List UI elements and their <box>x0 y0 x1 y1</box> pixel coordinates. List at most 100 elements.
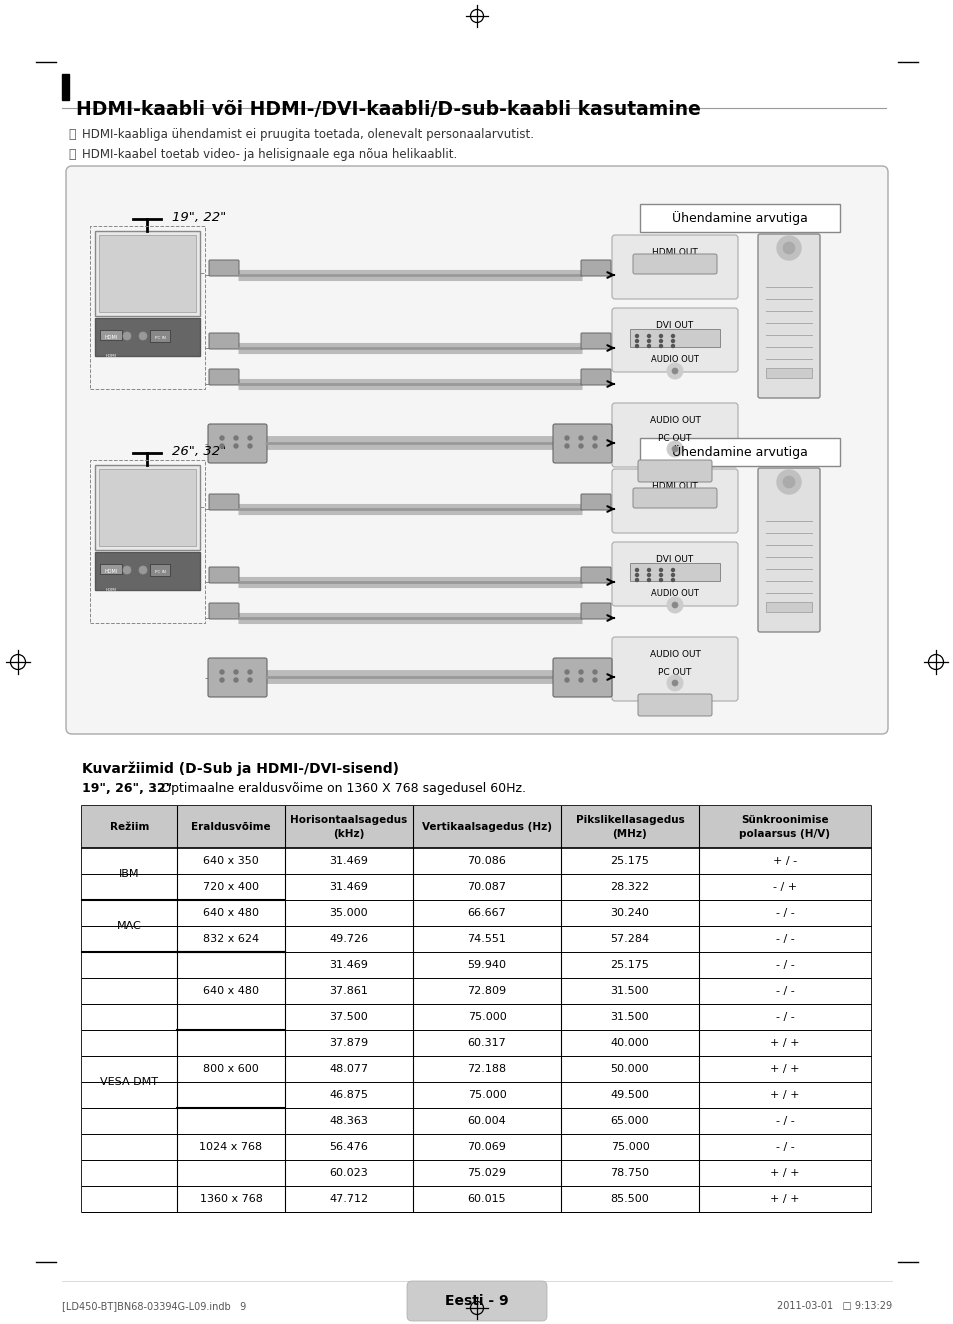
Circle shape <box>635 573 638 576</box>
Circle shape <box>635 335 638 338</box>
Text: AUDIO OUT: AUDIO OUT <box>649 416 700 425</box>
Bar <box>150 564 170 576</box>
Text: AUDIO OUT: AUDIO OUT <box>650 589 699 598</box>
Text: 28.322: 28.322 <box>610 882 649 892</box>
Bar <box>150 330 170 342</box>
Text: PC OUT: PC OUT <box>659 698 690 707</box>
Circle shape <box>233 678 237 682</box>
Text: 25.175: 25.175 <box>610 857 649 866</box>
Circle shape <box>671 573 674 576</box>
Circle shape <box>248 678 252 682</box>
Circle shape <box>564 436 568 440</box>
FancyBboxPatch shape <box>580 260 610 275</box>
Text: 640 x 480: 640 x 480 <box>203 908 258 918</box>
Text: 72.188: 72.188 <box>467 1064 506 1074</box>
Text: Režiim: Režiim <box>110 822 149 831</box>
Text: 65.000: 65.000 <box>610 1116 649 1125</box>
FancyBboxPatch shape <box>209 369 239 385</box>
Bar <box>82 925 870 952</box>
Circle shape <box>635 344 638 347</box>
Circle shape <box>671 344 674 347</box>
Bar <box>82 806 870 1211</box>
Circle shape <box>659 339 661 343</box>
Circle shape <box>671 568 674 572</box>
FancyBboxPatch shape <box>66 166 887 733</box>
Circle shape <box>593 670 597 674</box>
Text: PC IN: PC IN <box>154 336 165 340</box>
Text: 60.015: 60.015 <box>467 1194 506 1204</box>
Text: 40.000: 40.000 <box>610 1038 649 1049</box>
Text: + / +: + / + <box>769 1064 799 1074</box>
Bar <box>629 328 720 347</box>
Text: 75.000: 75.000 <box>467 1012 506 1022</box>
Circle shape <box>659 573 661 576</box>
FancyBboxPatch shape <box>209 260 239 275</box>
Circle shape <box>671 368 678 373</box>
Circle shape <box>564 670 568 674</box>
Circle shape <box>671 681 678 686</box>
FancyBboxPatch shape <box>612 542 738 606</box>
Text: ⒈: ⒈ <box>68 128 75 140</box>
FancyBboxPatch shape <box>208 658 267 696</box>
Text: HDMI-kaabliga ühendamist ei pruugita toetada, olenevalt personaalarvutist.: HDMI-kaabliga ühendamist ei pruugita toe… <box>82 128 534 140</box>
FancyBboxPatch shape <box>580 369 610 385</box>
Text: HDMI OUT: HDMI OUT <box>652 482 698 491</box>
Circle shape <box>776 470 801 494</box>
Bar <box>639 204 840 232</box>
Text: 75.029: 75.029 <box>467 1168 506 1178</box>
Text: 56.476: 56.476 <box>329 1143 368 1152</box>
Text: HDMI-kaabel toetab video- ja helisignaale ega nõua helikaablit.: HDMI-kaabel toetab video- ja helisignaal… <box>82 148 456 162</box>
Circle shape <box>782 242 794 254</box>
Text: 66.667: 66.667 <box>467 908 506 918</box>
Bar <box>95 318 200 356</box>
FancyBboxPatch shape <box>633 254 717 274</box>
Text: 59.940: 59.940 <box>467 960 506 970</box>
Text: 640 x 350: 640 x 350 <box>203 857 258 866</box>
Text: 31.500: 31.500 <box>610 986 649 996</box>
Text: PC IN: PC IN <box>154 571 165 575</box>
Text: Vertikaalsagedus (Hz): Vertikaalsagedus (Hz) <box>421 822 552 831</box>
Circle shape <box>671 339 674 343</box>
Circle shape <box>593 444 597 448</box>
FancyBboxPatch shape <box>209 602 239 620</box>
FancyBboxPatch shape <box>553 658 612 696</box>
Circle shape <box>593 436 597 440</box>
Bar <box>82 900 870 925</box>
Bar <box>765 602 811 612</box>
FancyBboxPatch shape <box>580 567 610 583</box>
Circle shape <box>248 436 252 440</box>
Text: + / +: + / + <box>769 1038 799 1049</box>
Circle shape <box>233 444 237 448</box>
Text: VESA DMT: VESA DMT <box>100 1076 158 1087</box>
Text: + / +: + / + <box>769 1090 799 1100</box>
Text: Ühendamine arvutiga: Ühendamine arvutiga <box>671 445 807 459</box>
Text: 57.284: 57.284 <box>610 933 649 944</box>
Text: MAC: MAC <box>117 922 142 931</box>
Text: + / -: + / - <box>772 857 796 866</box>
Bar <box>82 1082 870 1108</box>
FancyBboxPatch shape <box>633 489 717 508</box>
Text: 49.726: 49.726 <box>329 933 368 944</box>
Text: Eraldusvõime: Eraldusvõime <box>191 822 271 831</box>
Bar <box>95 552 200 591</box>
Text: 70.087: 70.087 <box>467 882 506 892</box>
Text: 49.500: 49.500 <box>610 1090 649 1100</box>
FancyBboxPatch shape <box>580 334 610 350</box>
Text: 720 x 400: 720 x 400 <box>203 882 258 892</box>
Text: 640 x 480: 640 x 480 <box>203 986 258 996</box>
Text: DVI OUT: DVI OUT <box>656 555 693 564</box>
Text: 31.469: 31.469 <box>329 882 368 892</box>
Text: HDMI: HDMI <box>104 335 117 340</box>
Text: 800 x 600: 800 x 600 <box>203 1064 258 1074</box>
Text: Horisontaalsagedus
(kHz): Horisontaalsagedus (kHz) <box>290 816 407 838</box>
Text: 50.000: 50.000 <box>610 1064 649 1074</box>
Circle shape <box>671 335 674 338</box>
Circle shape <box>139 565 147 575</box>
Bar <box>639 438 840 466</box>
Bar <box>82 874 870 900</box>
FancyBboxPatch shape <box>209 494 239 510</box>
Bar <box>95 465 200 549</box>
Circle shape <box>671 602 678 608</box>
Text: 46.875: 46.875 <box>329 1090 368 1100</box>
Bar <box>82 1133 870 1160</box>
